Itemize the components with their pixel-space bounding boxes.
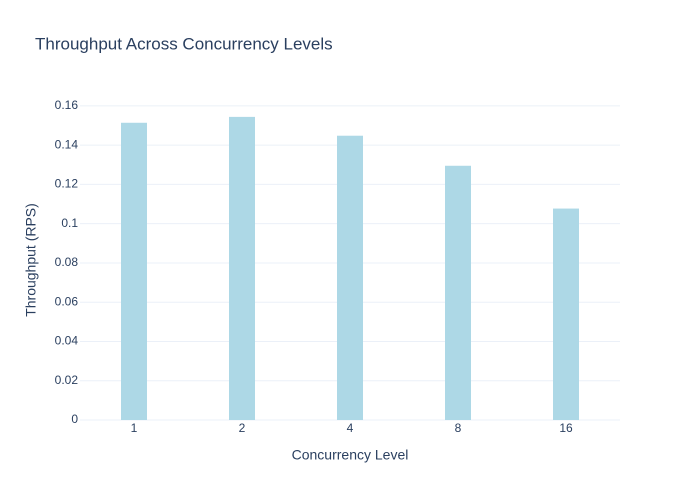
- x-tick-label: 1: [131, 421, 138, 435]
- y-axis-title: Throughput (RPS): [23, 203, 39, 317]
- x-tick-label: 16: [559, 421, 573, 435]
- chart-title: Throughput Across Concurrency Levels: [35, 34, 333, 53]
- y-tick-label: 0.1: [61, 216, 78, 230]
- bar: [229, 116, 255, 421]
- y-tick-label: 0.04: [55, 334, 79, 348]
- y-tick-label: 0.16: [55, 98, 79, 112]
- y-tick-label: 0.02: [55, 373, 79, 387]
- x-tick-label: 4: [347, 421, 354, 435]
- x-tick-label: 8: [455, 421, 462, 435]
- bar: [337, 135, 363, 421]
- bar: [553, 208, 579, 420]
- y-tick-label: 0.08: [55, 255, 79, 269]
- x-tick-label: 2: [239, 421, 246, 435]
- y-tick-label: 0: [71, 412, 78, 426]
- y-tick-label: 0.06: [55, 294, 79, 308]
- y-tick-label: 0.14: [55, 137, 79, 151]
- bar: [445, 165, 471, 420]
- x-axis-title: Concurrency Level: [292, 447, 409, 463]
- y-tick-label: 0.12: [55, 177, 79, 191]
- bar: [121, 122, 147, 420]
